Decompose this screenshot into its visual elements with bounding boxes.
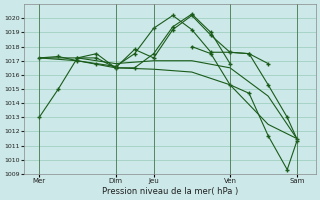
X-axis label: Pression niveau de la mer( hPa ): Pression niveau de la mer( hPa ): [102, 187, 238, 196]
